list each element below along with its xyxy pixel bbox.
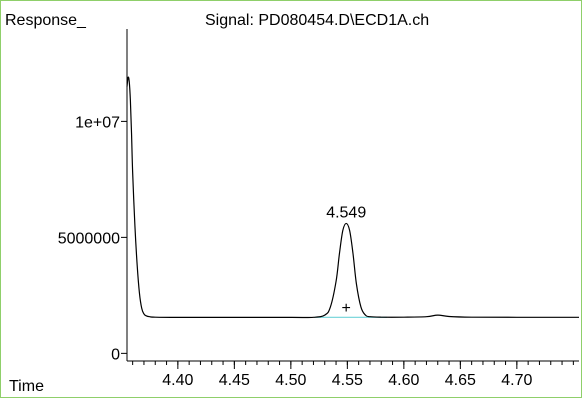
x-tick-label: 4.65 [445, 372, 476, 389]
x-ticks: 4.40 4.45 4.50 4.55 4.60 4.65 4.70 [132, 361, 574, 389]
annotations: 4.549 + [326, 204, 366, 317]
x-tick-label: 4.40 [162, 372, 193, 389]
series-signal-line [126, 76, 580, 319]
x-tick-label: 4.60 [388, 372, 419, 389]
x-tick-label: 4.45 [219, 372, 250, 389]
peak-marker: + [342, 300, 351, 317]
peak-label: 4.549 [326, 204, 366, 221]
chart-title: Signal: PD080454.D\ECD1A.ch [205, 12, 429, 29]
y-ticks: 0 5000000 1e+07 [58, 114, 127, 363]
y-tick-label: 1e+07 [75, 114, 120, 131]
x-tick-label: 4.50 [275, 372, 306, 389]
y-tick-label: 5000000 [58, 230, 120, 247]
x-tick-label: 4.70 [501, 372, 532, 389]
y-tick-label: 0 [111, 346, 120, 363]
x-axis-label: Time [9, 378, 44, 395]
x-tick-label: 4.55 [332, 372, 363, 389]
y-axis-label: Response_ [5, 12, 87, 29]
